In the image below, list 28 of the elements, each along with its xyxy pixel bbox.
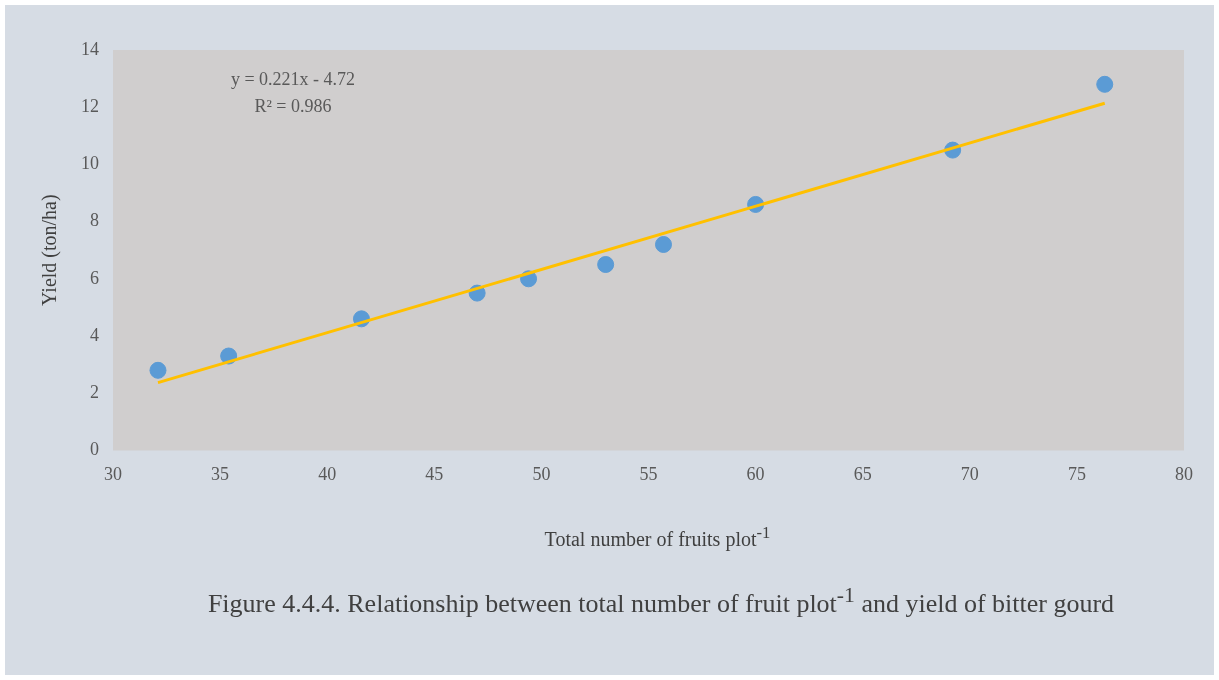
- x-tick-label: 50: [532, 463, 551, 484]
- point: [149, 361, 167, 379]
- y-tick-label: 6: [90, 267, 99, 288]
- x-tick-label: 40: [318, 463, 337, 484]
- x-tick-label: 55: [639, 463, 658, 484]
- x-tick-label: 80: [1175, 463, 1193, 484]
- x-tick-label: 45: [425, 463, 444, 484]
- x-tick-label: 75: [1067, 463, 1086, 484]
- x-tick-label: 70: [960, 463, 979, 484]
- x-axis-title: Total number of fruits plot$^{-1}$: [543, 523, 772, 551]
- y-tick-label: 4: [90, 324, 99, 345]
- x-tick-label: 60: [746, 463, 765, 484]
- y-tick-label: 14: [81, 38, 99, 59]
- point: [654, 235, 672, 253]
- x-tick-label: 35: [211, 463, 230, 484]
- y-tick-label: 0: [90, 439, 99, 460]
- y-tick-label: 10: [81, 153, 99, 174]
- x-tick-label: 65: [853, 463, 872, 484]
- annotation: y = 0.221x - 4.72: [230, 68, 356, 89]
- y-axis-title: Yield (ton/ha): [38, 194, 62, 307]
- point: [1096, 75, 1114, 93]
- annotation: R² = 0.986: [254, 95, 332, 116]
- y-tick-label: 12: [81, 95, 99, 116]
- point: [597, 256, 615, 273]
- y-tick-label: 2: [90, 381, 99, 402]
- text: Figure 4.4.4. Relationship between total number of fruit plot$^{-1}$ and yield of bitter gourd: [206, 582, 1116, 620]
- x-tick-label: 30: [104, 463, 122, 484]
- y-tick-label: 8: [90, 210, 99, 231]
